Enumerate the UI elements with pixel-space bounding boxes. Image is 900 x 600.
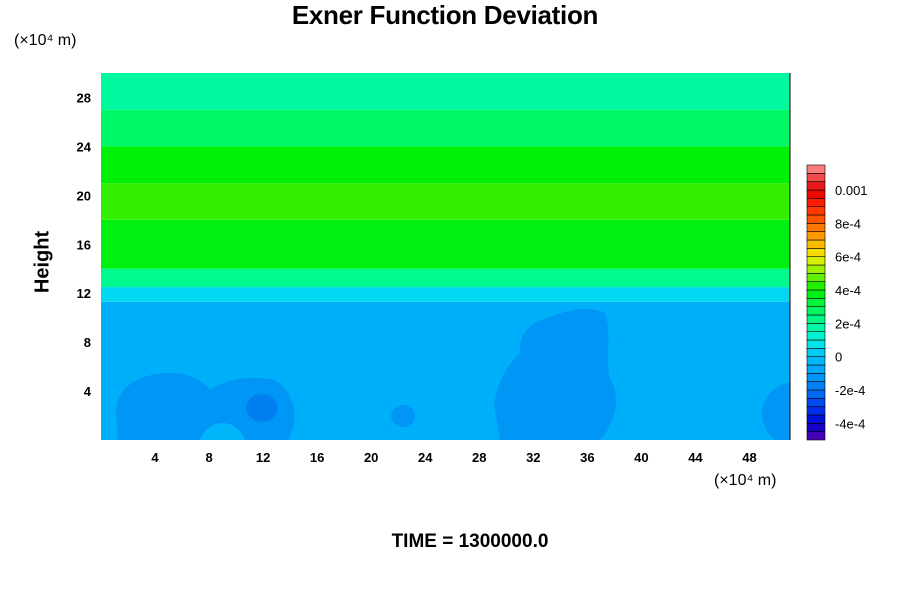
colorbar-swatch (806, 264, 826, 274)
colorbar-swatch (806, 348, 826, 357)
colorbar-swatch (806, 339, 826, 349)
y-tick-label: 4 (84, 384, 92, 399)
x-tick-labels: 4 8 12 16 20 24 28 32 36 40 44 48 (151, 450, 756, 465)
colorbar-swatch (806, 248, 826, 257)
notch-west (200, 423, 245, 440)
x-tick-label: 4 (151, 450, 159, 465)
colorbar-tick-label: 0 (835, 350, 842, 365)
x-axis-unit: (×10⁴ m) (714, 472, 777, 489)
y-tick-labels: 4 8 12 16 20 24 28 (77, 90, 92, 399)
x-tick-label: 12 (256, 450, 270, 465)
y-tick-label: 16 (77, 237, 91, 252)
colorbar-swatch (806, 389, 826, 399)
colorbar-tick-label: 4e-4 (835, 283, 861, 298)
colorbar-swatch (806, 423, 826, 432)
colorbar-swatch (806, 364, 826, 374)
colorbar-swatch (806, 231, 826, 241)
field-layer-7 (101, 73, 790, 110)
colorbar-tick-label: 6e-4 (835, 250, 861, 265)
x-tick-label: 44 (688, 450, 703, 465)
y-tick-label: 12 (77, 286, 91, 301)
field-layer-2 (101, 268, 790, 288)
colorbar-swatch (806, 381, 826, 391)
x-tick-label: 36 (580, 450, 594, 465)
low-cell-12 (246, 394, 278, 422)
colorbar-swatch (806, 398, 826, 407)
colorbar-swatch (806, 431, 826, 441)
colorbar-swatch (806, 356, 826, 366)
y-tick-label: 28 (77, 90, 91, 105)
low-region-center (494, 308, 616, 440)
colorbar-tick-label: -4e-4 (835, 416, 865, 431)
colorbar-swatch (806, 273, 826, 282)
y-tick-label: 8 (84, 335, 91, 350)
time-label: TIME = 1300000.0 (391, 531, 549, 552)
colorbar-swatch (806, 239, 826, 249)
colorbar-swatch (806, 256, 826, 266)
x-tick-label: 48 (742, 450, 756, 465)
colorbar: 0.001 8e-4 6e-4 4e-4 2e-4 0 -2e-4 -4e-4 (806, 164, 868, 441)
x-tick-label: 28 (472, 450, 486, 465)
colorbar-swatch (806, 173, 826, 182)
low-cell-22 (391, 405, 415, 427)
colorbar-swatch (806, 214, 826, 224)
colorbar-swatch (806, 198, 826, 207)
colorbar-swatch (806, 406, 826, 416)
colorbar-swatch (806, 298, 826, 307)
field-layer-1 (101, 287, 790, 302)
colorbar-tick-label: 8e-4 (835, 216, 861, 231)
y-axis-unit: (×10⁴ m) (14, 32, 77, 49)
x-tick-label: 16 (310, 450, 324, 465)
colorbar-swatch (806, 414, 826, 424)
colorbar-tick-label: 0.001 (835, 183, 868, 198)
field-layers (101, 73, 790, 440)
chart-title: Exner Function Deviation (291, 0, 599, 30)
x-tick-label: 40 (634, 450, 648, 465)
colorbar-swatch (806, 281, 826, 291)
colorbar-swatch (806, 306, 826, 316)
low-region-west (116, 372, 295, 440)
field-layer-6 (101, 109, 790, 147)
low-region-east (762, 382, 790, 440)
field-layer-3 (101, 219, 790, 269)
x-tick-label: 32 (526, 450, 540, 465)
field-layer-5 (101, 146, 790, 184)
x-tick-label: 20 (364, 450, 378, 465)
colorbar-swatch (806, 164, 826, 174)
colorbar-tick-label: -2e-4 (835, 383, 865, 398)
colorbar-tick-label: 2e-4 (835, 316, 861, 331)
colorbar-swatch (806, 289, 826, 299)
colorbar-swatch (806, 373, 826, 382)
colorbar-swatch (806, 323, 826, 332)
x-tick-label: 8 (205, 450, 212, 465)
colorbar-swatch (806, 189, 826, 199)
field-layer-4 (101, 183, 790, 220)
colorbar-swatch (806, 331, 826, 341)
colorbar-swatch (806, 206, 826, 216)
field-features (116, 308, 790, 440)
x-tick-label: 24 (418, 450, 433, 465)
y-tick-label: 20 (77, 188, 91, 203)
colorbar-swatch (806, 314, 826, 324)
colorbar-swatch (806, 223, 826, 232)
y-tick-label: 24 (77, 139, 92, 154)
colorbar-swatch (806, 181, 826, 191)
